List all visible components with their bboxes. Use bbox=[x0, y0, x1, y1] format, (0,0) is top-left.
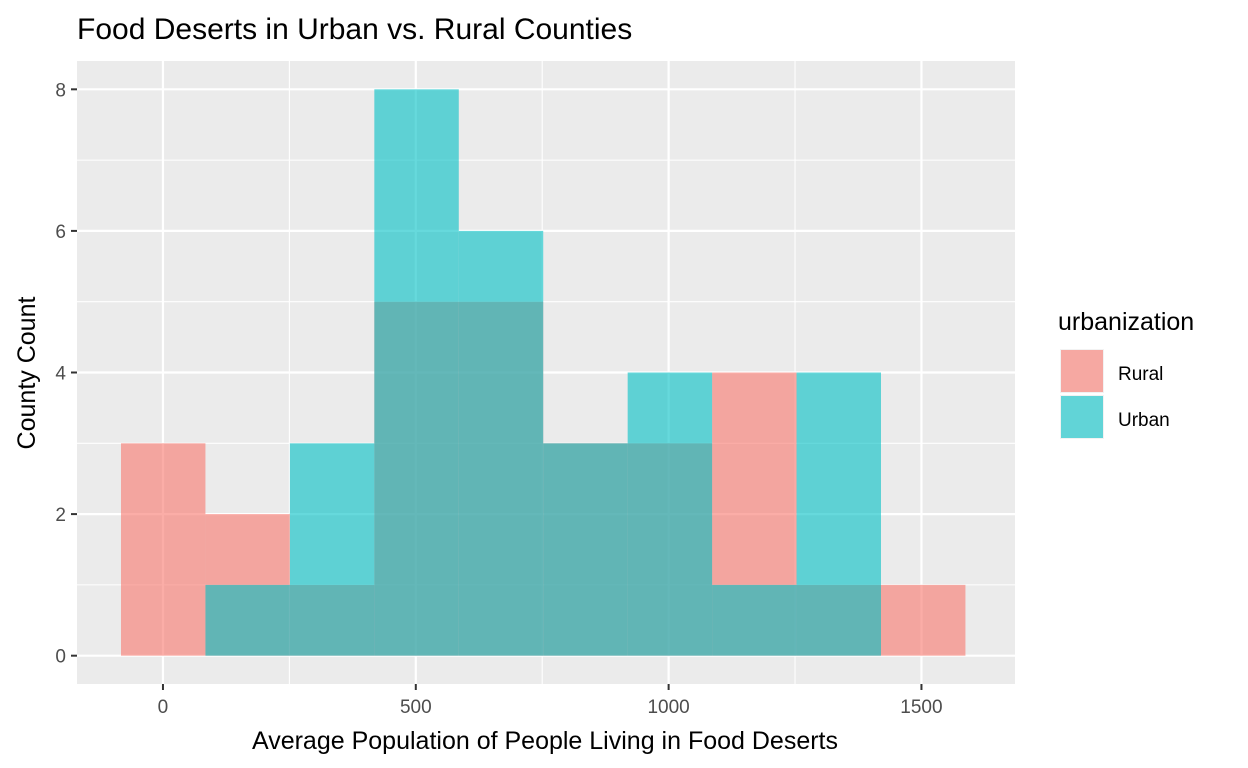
y-tick-label: 4 bbox=[55, 364, 66, 385]
bar-urban-4 bbox=[458, 230, 544, 656]
legend-label-rural: Rural bbox=[1118, 364, 1163, 385]
y-tick-label: 8 bbox=[55, 80, 66, 101]
x-tick-label: 500 bbox=[400, 697, 432, 718]
bar-urban-2 bbox=[289, 443, 375, 656]
bar-urban-8 bbox=[796, 372, 881, 656]
legend: urbanization Rural Urban bbox=[1058, 308, 1194, 439]
bar-rural-9 bbox=[881, 584, 966, 656]
legend-label-urban: Urban bbox=[1118, 410, 1170, 431]
legend-swatch-rural bbox=[1061, 350, 1103, 392]
bar-urban-6 bbox=[627, 372, 713, 656]
x-tick-label: 1500 bbox=[900, 697, 942, 718]
bar-urban-3 bbox=[374, 89, 459, 656]
bar-rural-0 bbox=[120, 443, 206, 656]
chart-title: Food Deserts in Urban vs. Rural Counties bbox=[77, 13, 632, 46]
y-tick-label: 2 bbox=[55, 505, 66, 526]
axes: 0 500 1000 1500 0 2 4 6 8 bbox=[55, 80, 942, 718]
x-axis-title: Average Population of People Living in F… bbox=[252, 727, 838, 755]
legend-title: urbanization bbox=[1058, 308, 1194, 336]
bar-urban-5 bbox=[543, 443, 628, 656]
x-tick-label: 0 bbox=[158, 697, 169, 718]
x-tick-label: 1000 bbox=[647, 697, 689, 718]
urban-bars bbox=[205, 89, 881, 656]
y-tick-label: 0 bbox=[55, 647, 66, 668]
legend-swatch-urban bbox=[1061, 396, 1103, 438]
y-tick-label: 6 bbox=[55, 222, 66, 243]
y-axis-title: County Count bbox=[13, 297, 41, 450]
bar-urban-7 bbox=[712, 584, 797, 656]
bar-urban-1 bbox=[205, 584, 290, 656]
